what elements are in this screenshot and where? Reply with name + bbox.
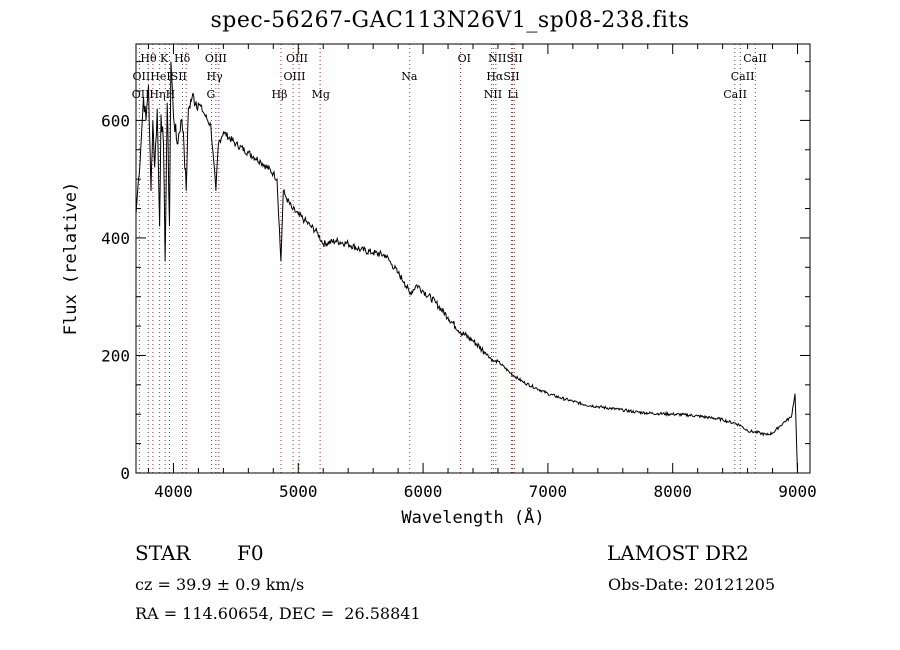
line-label: K [160, 52, 169, 65]
line-label: CaII [743, 52, 767, 65]
line-label: CaII [723, 88, 747, 101]
line-label: OIIHηH [132, 88, 175, 101]
y-axis-label: Flux (relative) [61, 182, 81, 336]
x-tick-label: 6000 [404, 482, 443, 501]
line-label: HαSII [486, 70, 519, 83]
plot-frame [135, 43, 811, 474]
line-label: Hγ [207, 70, 224, 83]
chart-title: spec-56267-GAC113N26V1_sp08-238.fits [210, 8, 690, 33]
y-tick-label: 0 [120, 464, 130, 483]
line-label: OIII [283, 70, 305, 83]
line-label: Hδ [174, 52, 191, 65]
line-label: OIII [286, 52, 308, 65]
line-label: Li [508, 88, 519, 101]
x-tick-label: 7000 [529, 482, 568, 501]
line-label: Hθ [140, 52, 157, 65]
x-tick-label: 8000 [653, 482, 692, 501]
line-label: Hβ [272, 88, 288, 101]
x-tick-label: 4000 [154, 482, 193, 501]
observation-date: Obs-Date: 20121205 [608, 575, 776, 594]
line-label: G [206, 88, 215, 101]
line-label: OIII [205, 52, 227, 65]
x-tick-label: 9000 [778, 482, 817, 501]
velocity-readout: cz = 39.9 ± 0.9 km/s [135, 575, 305, 594]
line-label: NIISII [488, 52, 523, 65]
line-label: CaII [731, 70, 755, 83]
x-axis-label: Wavelength (Å) [401, 506, 544, 528]
survey-name: LAMOST DR2 [607, 541, 749, 565]
line-label: Na [401, 70, 418, 83]
y-tick-label: 600 [101, 111, 130, 130]
line-label: Mg [312, 88, 330, 101]
y-tick-label: 400 [101, 229, 130, 248]
spectrum-line [135, 61, 798, 474]
object-class: STAR [135, 541, 191, 565]
y-tick-label: 200 [101, 346, 130, 365]
line-label: OI [458, 52, 471, 65]
line-label: OIIHeISII [133, 70, 187, 83]
line-label: NII [484, 88, 502, 101]
coordinates-readout: RA = 114.60654, DEC = 26.58841 [135, 604, 421, 623]
x-tick-label: 5000 [279, 482, 318, 501]
object-subclass: F0 [237, 541, 264, 565]
